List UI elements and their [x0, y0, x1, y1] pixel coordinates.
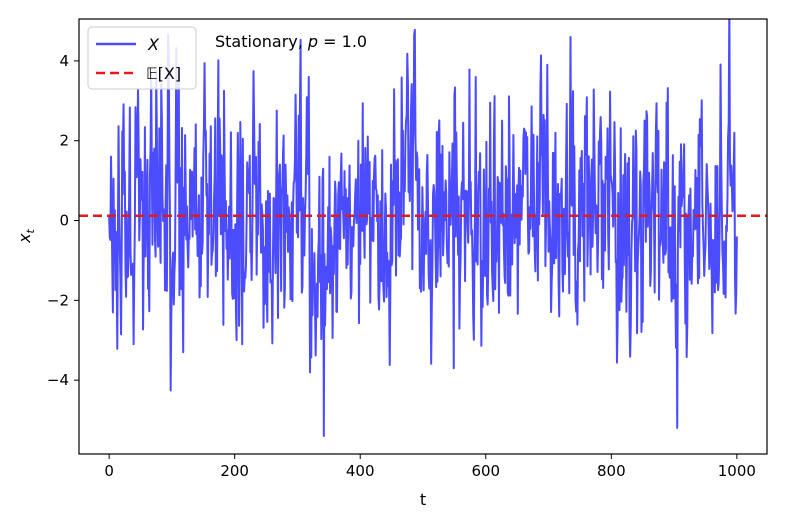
y-axis-ticks: −4 −2 0 2 4 [47, 52, 79, 389]
chart-title: Stationary, p = 1.0 [215, 32, 367, 51]
x-axis-label: t [420, 490, 426, 509]
x-tick-label: 0 [104, 462, 114, 480]
y-tick-label: 4 [59, 52, 69, 70]
chart-title-value: = 1.0 [318, 32, 367, 51]
y-tick-label: 0 [59, 212, 69, 230]
y-axis-label-sub: t [24, 228, 37, 233]
series-group [79, 19, 767, 438]
chart-title-variable: p [307, 32, 318, 51]
y-tick-label: −2 [47, 291, 69, 309]
x-tick-label: 800 [597, 462, 626, 480]
x-tick-label: 400 [346, 462, 375, 480]
chart-title-prefix: Stationary, [215, 32, 308, 51]
y-axis-label-main: x [15, 233, 34, 244]
x-tick-label: 600 [471, 462, 500, 480]
legend-label-x: X [147, 35, 160, 54]
y-tick-label: 2 [59, 132, 69, 150]
plot-area-frame [78, 18, 768, 455]
legend-label-expectation: 𝔼[X] [146, 64, 181, 83]
x-axis-ticks: 0 200 400 600 800 1000 [104, 454, 756, 480]
series-x-line [108, 19, 738, 438]
y-tick-label: −4 [47, 371, 69, 389]
x-tick-label: 1000 [718, 462, 756, 480]
legend: X 𝔼[X] [87, 26, 197, 90]
y-axis-label: xt [15, 228, 37, 243]
x-tick-label: 200 [220, 462, 249, 480]
